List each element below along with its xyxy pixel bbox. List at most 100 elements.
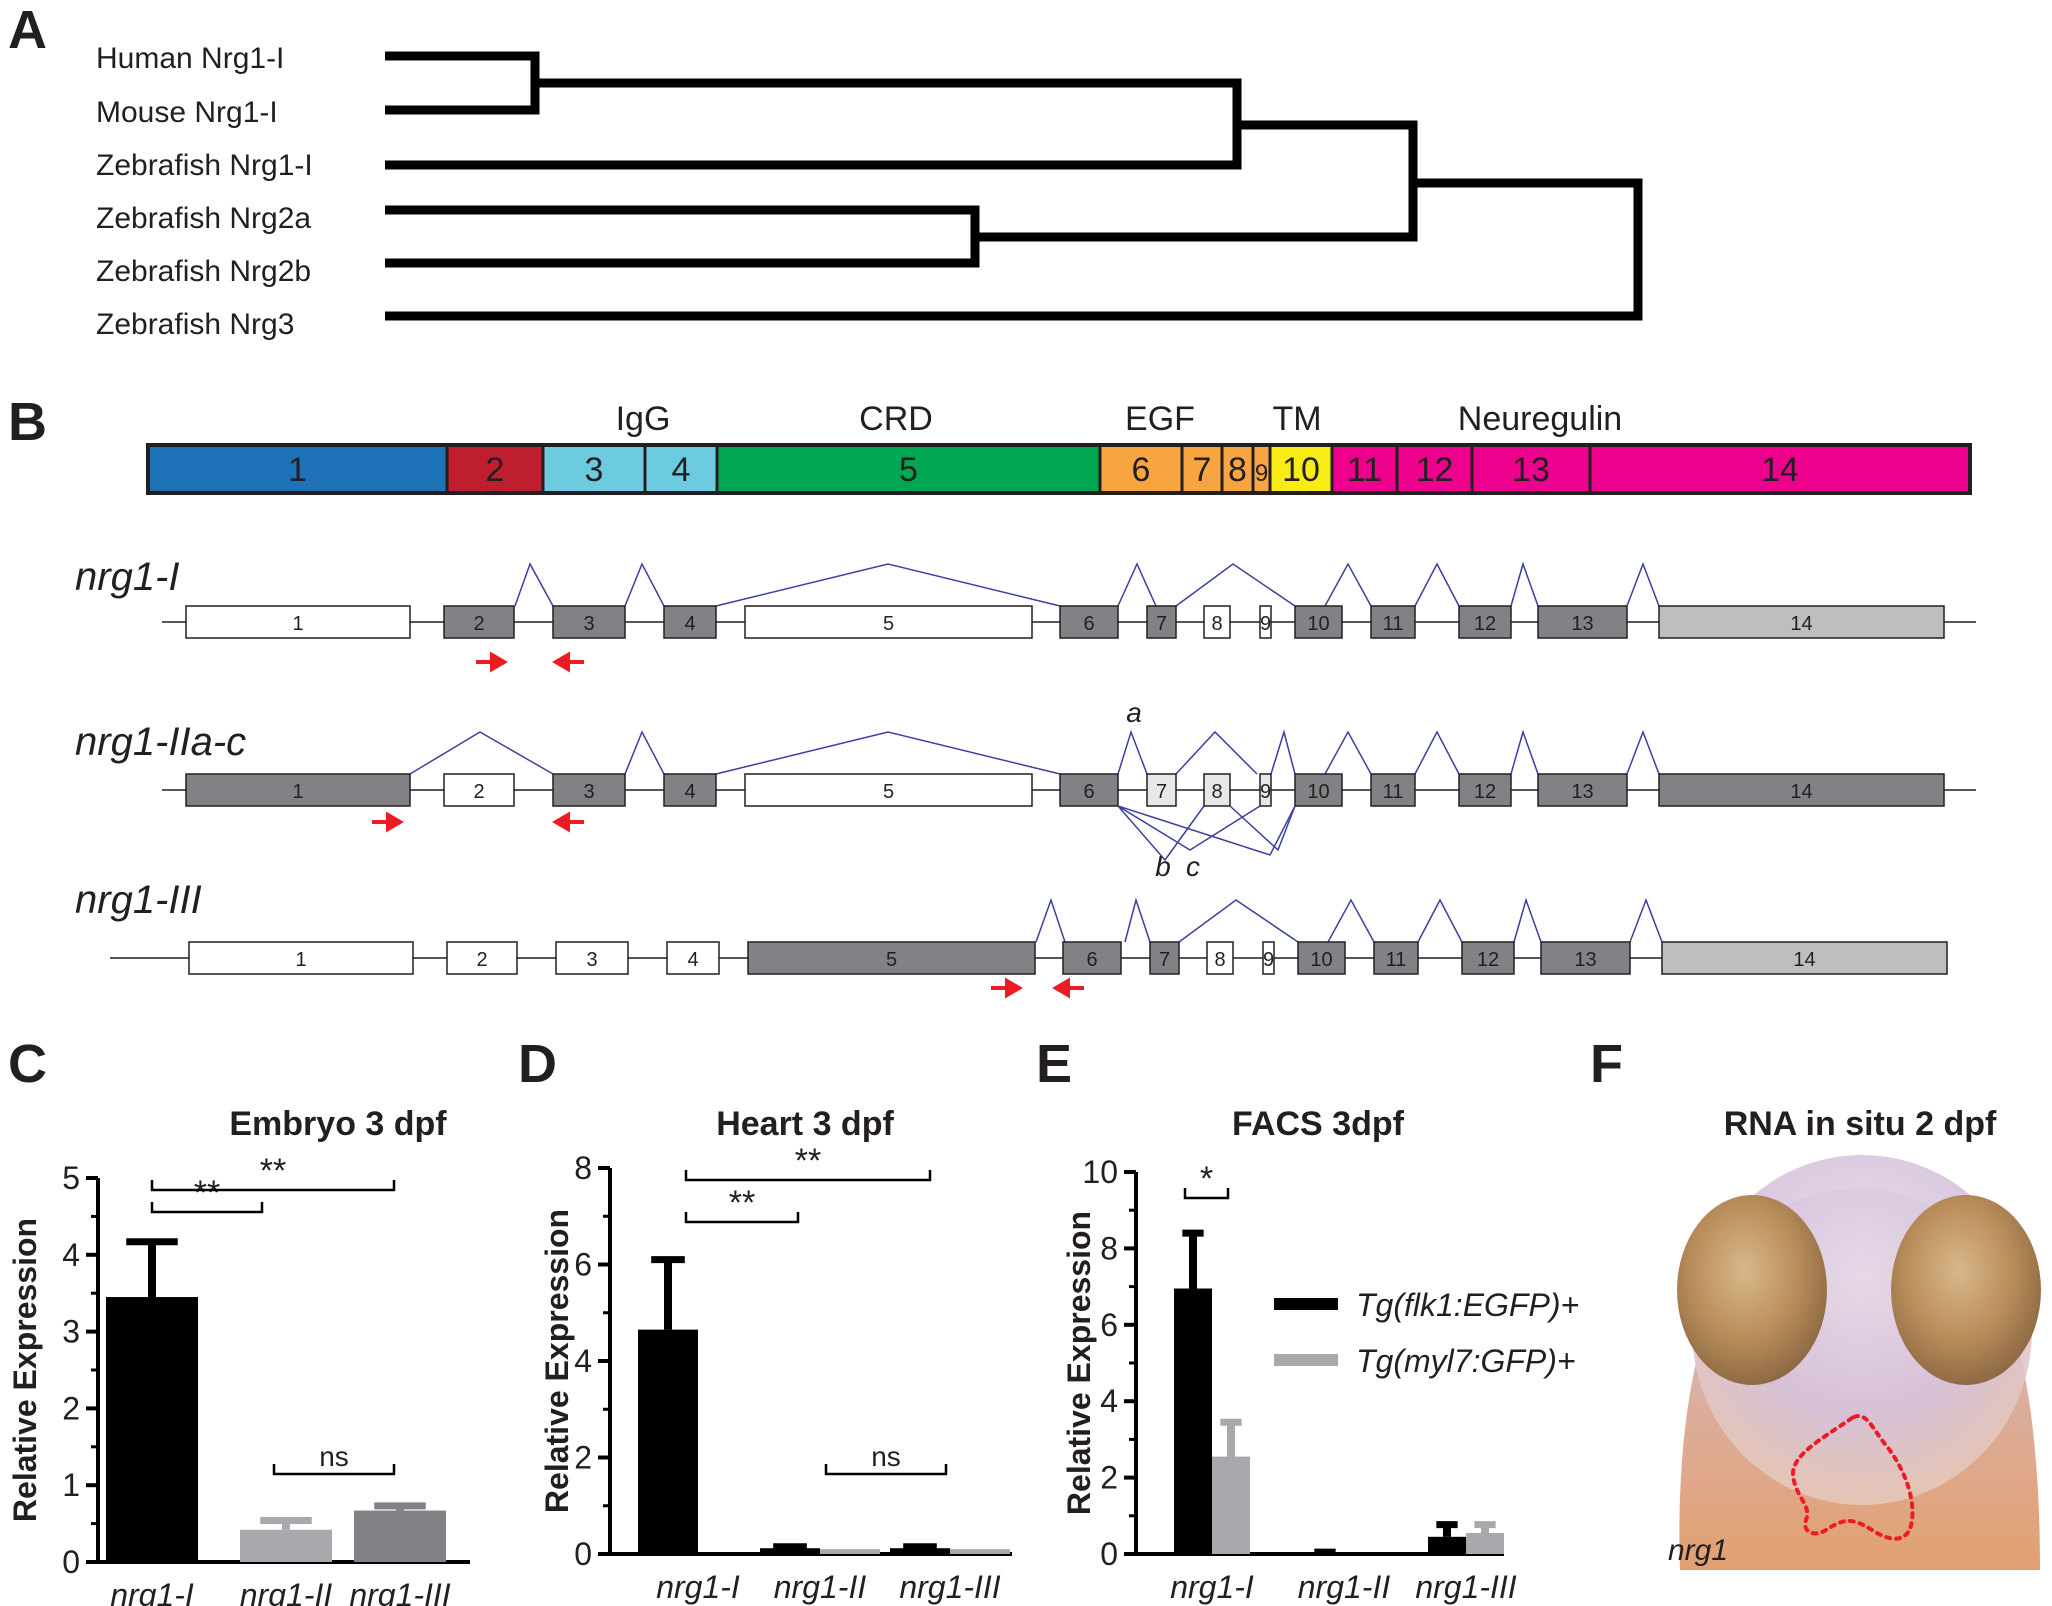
exon-label: 9 — [1260, 781, 1271, 803]
exon-10 — [1294, 605, 1343, 639]
significance-label: ** — [795, 1142, 821, 1180]
in-situ-image: RNA in situ 2 dpf nrg1 — [1664, 1105, 2052, 1570]
tree-branch — [385, 51, 540, 115]
embryo-right-eye — [1891, 1195, 2041, 1385]
splice-junction — [409, 731, 554, 775]
exon-label: 12 — [1477, 949, 1499, 971]
exon-label: 7 — [1159, 949, 1170, 971]
exon-label: 8 — [1214, 949, 1225, 971]
legend-label-myl7: Tg(myl7:GFP)+ — [1356, 1343, 1576, 1379]
splice-junction-b — [1117, 805, 1205, 862]
bar — [1466, 1532, 1504, 1554]
y-tick-label: 5 — [62, 1160, 80, 1196]
primer-arrow — [476, 651, 508, 673]
exon-label: 11 — [1383, 613, 1404, 635]
legend-swatch-flk1 — [1274, 1298, 1338, 1310]
significance-label: * — [1200, 1160, 1213, 1198]
exon-7 — [1146, 605, 1177, 639]
panel-label-e: E — [1036, 1034, 1072, 1094]
exon-9 — [1259, 605, 1272, 639]
bar — [890, 1548, 950, 1554]
y-tick-label: 2 — [62, 1390, 80, 1426]
y-tick-label: 2 — [574, 1440, 592, 1476]
x-tick-label: nrg1-I — [1170, 1569, 1254, 1605]
exon-14 — [1661, 941, 1948, 975]
splice-junction — [1035, 897, 1066, 943]
splice-junction-c2 — [1117, 805, 1296, 856]
in-situ-gene-label: nrg1 — [1668, 1534, 1728, 1567]
legend-label-flk1: Tg(flk1:EGFP)+ — [1356, 1287, 1579, 1323]
exon-label: 7 — [1156, 781, 1167, 803]
exon-label: 13 — [1571, 781, 1593, 803]
significance-label: ** — [729, 1184, 755, 1222]
splice-annotation-b: b — [1155, 851, 1171, 882]
domain-segment-label: 13 — [1512, 451, 1550, 489]
exon-3 — [552, 773, 626, 807]
exon-label: 1 — [292, 613, 303, 635]
x-tick-label: nrg1-II — [774, 1569, 867, 1605]
significance-bracket — [272, 1464, 396, 1476]
exon-4 — [663, 605, 717, 639]
exon-9 — [1259, 773, 1272, 807]
splice-junction — [715, 563, 1061, 607]
exon-label: 3 — [583, 781, 594, 803]
significance-label: ns — [319, 1441, 349, 1472]
exon-9 — [1262, 941, 1275, 975]
y-tick-label: 4 — [62, 1237, 80, 1273]
panel-label-a: A — [8, 0, 47, 60]
panel-label-c: C — [8, 1034, 47, 1094]
exon-label: 8 — [1211, 781, 1222, 803]
domain-label-crd: CRD — [859, 400, 933, 438]
exon-label: 1 — [292, 781, 303, 803]
exon-label: 14 — [1790, 781, 1812, 803]
domain-segment-label: 3 — [585, 451, 604, 489]
exon-label: 11 — [1383, 781, 1404, 803]
domain-labels: IgG CRD EGF TM Neuregulin — [616, 400, 1623, 438]
significance-bracket — [684, 1170, 932, 1182]
exon-1 — [188, 941, 414, 975]
exon-label: 4 — [684, 613, 695, 635]
exon-14 — [1658, 605, 1945, 639]
exon-11 — [1370, 773, 1416, 807]
splice-junction — [624, 730, 665, 775]
exon-7 — [1146, 773, 1177, 807]
exon-label: 4 — [684, 781, 695, 803]
exon-label: 7 — [1156, 613, 1167, 635]
tree-taxon-label: Zebrafish Nrg3 — [96, 308, 294, 341]
y-tick-label: 0 — [1100, 1536, 1118, 1572]
splice-junction — [1178, 899, 1299, 943]
y-axis-label: Relative Expression — [7, 1218, 43, 1522]
splice-junction-c — [1229, 805, 1296, 852]
splice-junction — [1629, 897, 1663, 943]
exon-label: 13 — [1574, 949, 1596, 971]
chart-title: Embryo 3 dpf — [229, 1105, 447, 1143]
bar — [106, 1297, 198, 1562]
tree-taxon-label: Zebrafish Nrg1-I — [96, 149, 313, 182]
exon-label: 13 — [1571, 613, 1593, 635]
tree-branch — [385, 178, 1643, 321]
y-axis-label: Relative Expression — [1061, 1211, 1097, 1515]
exon-11 — [1370, 605, 1416, 639]
exon-12 — [1461, 941, 1515, 975]
exon-label: 5 — [886, 949, 897, 971]
exon-10 — [1297, 941, 1346, 975]
exon-6 — [1059, 773, 1119, 807]
exon-3 — [552, 605, 626, 639]
exon-4 — [663, 773, 717, 807]
x-tick-label: nrg1-I — [110, 1577, 194, 1606]
significance-bracket — [824, 1464, 948, 1476]
bar — [1212, 1456, 1250, 1554]
exon-14 — [1658, 773, 1945, 807]
y-tick-label: 10 — [1082, 1154, 1118, 1190]
exon-4 — [666, 941, 720, 975]
splice-junction — [1417, 898, 1463, 943]
exon-13 — [1540, 941, 1631, 975]
domain-segment-label: 10 — [1282, 451, 1320, 489]
exon-10 — [1294, 773, 1343, 807]
splice-junction — [1414, 562, 1460, 607]
domain-segment-label: 11 — [1347, 451, 1382, 489]
exon-label: 5 — [883, 613, 894, 635]
exon-label: 11 — [1386, 949, 1407, 971]
significance-bracket — [684, 1212, 800, 1224]
